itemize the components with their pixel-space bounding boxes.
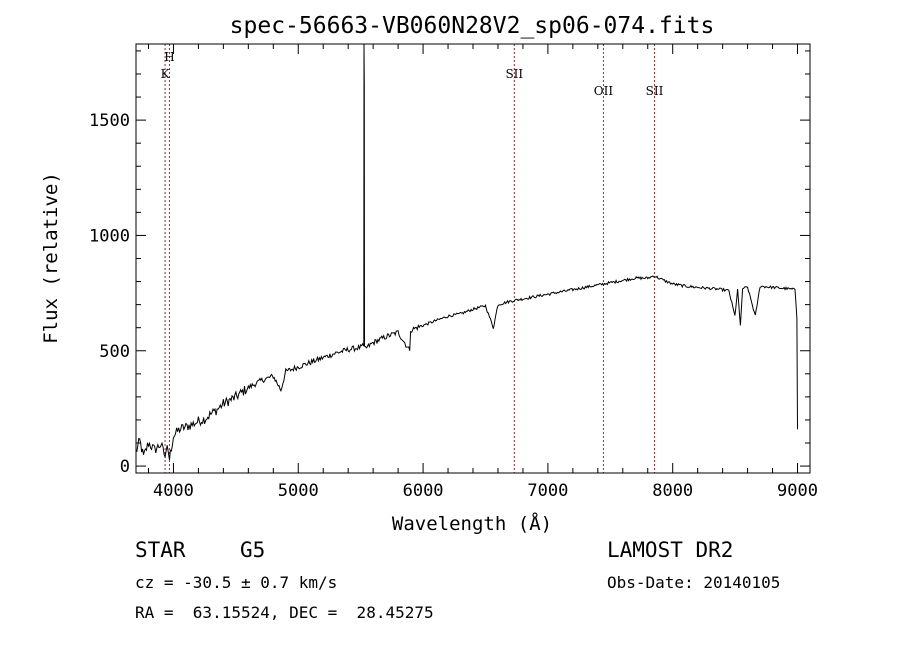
x-tick-label: 4000 <box>153 481 194 501</box>
survey-name: LAMOST DR2 <box>607 538 734 562</box>
object-class: STAR <box>135 538 186 562</box>
line-markers: HK SII OII SII <box>161 44 664 473</box>
y-tick-label: 0 <box>120 457 130 477</box>
chart-title: spec-56663-VB060N28V2_sp06-074.fits <box>230 13 715 39</box>
x-tick-label: 5000 <box>278 481 319 501</box>
spectrum-line <box>135 43 798 460</box>
y-tick-label: 1000 <box>89 226 130 246</box>
x-axis-label: Wavelength (Å) <box>392 512 552 535</box>
line-marker-label: OII <box>594 84 614 98</box>
spectral-subclass: G5 <box>240 538 266 562</box>
x-tick-label: 7000 <box>527 481 568 501</box>
spectrum-chart: HK SII OII SII 4000 5000 6000 7000 8000 9000 0 500… <box>40 13 818 535</box>
coordinates-info: RA = 63.15524, DEC = 28.45275 <box>135 603 434 622</box>
y-tick-label: 500 <box>99 342 130 362</box>
chart-labels: spec-56663-VB060N28V2_sp06-074.fits Wave… <box>40 13 714 535</box>
spectrum <box>135 43 798 460</box>
line-marker-label: SII <box>646 84 664 98</box>
line-marker-label: K <box>161 67 171 81</box>
x-tick-label: 9000 <box>777 481 818 501</box>
y-tick-label: 1500 <box>89 111 130 131</box>
y-axis-label: Flux (relative) <box>40 172 62 344</box>
axes: 4000 5000 6000 7000 8000 9000 0 500 1000 1500 <box>89 43 818 501</box>
observation-date: Obs-Date: 20140105 <box>607 573 781 592</box>
x-tick-label: 6000 <box>403 481 444 501</box>
x-tick-label: 8000 <box>652 481 693 501</box>
redshift-info: cz = -30.5 ± 0.7 km/s <box>135 573 338 592</box>
plot-frame <box>135 43 811 474</box>
line-marker-label: H <box>164 50 174 64</box>
line-marker-label: SII <box>505 67 523 81</box>
